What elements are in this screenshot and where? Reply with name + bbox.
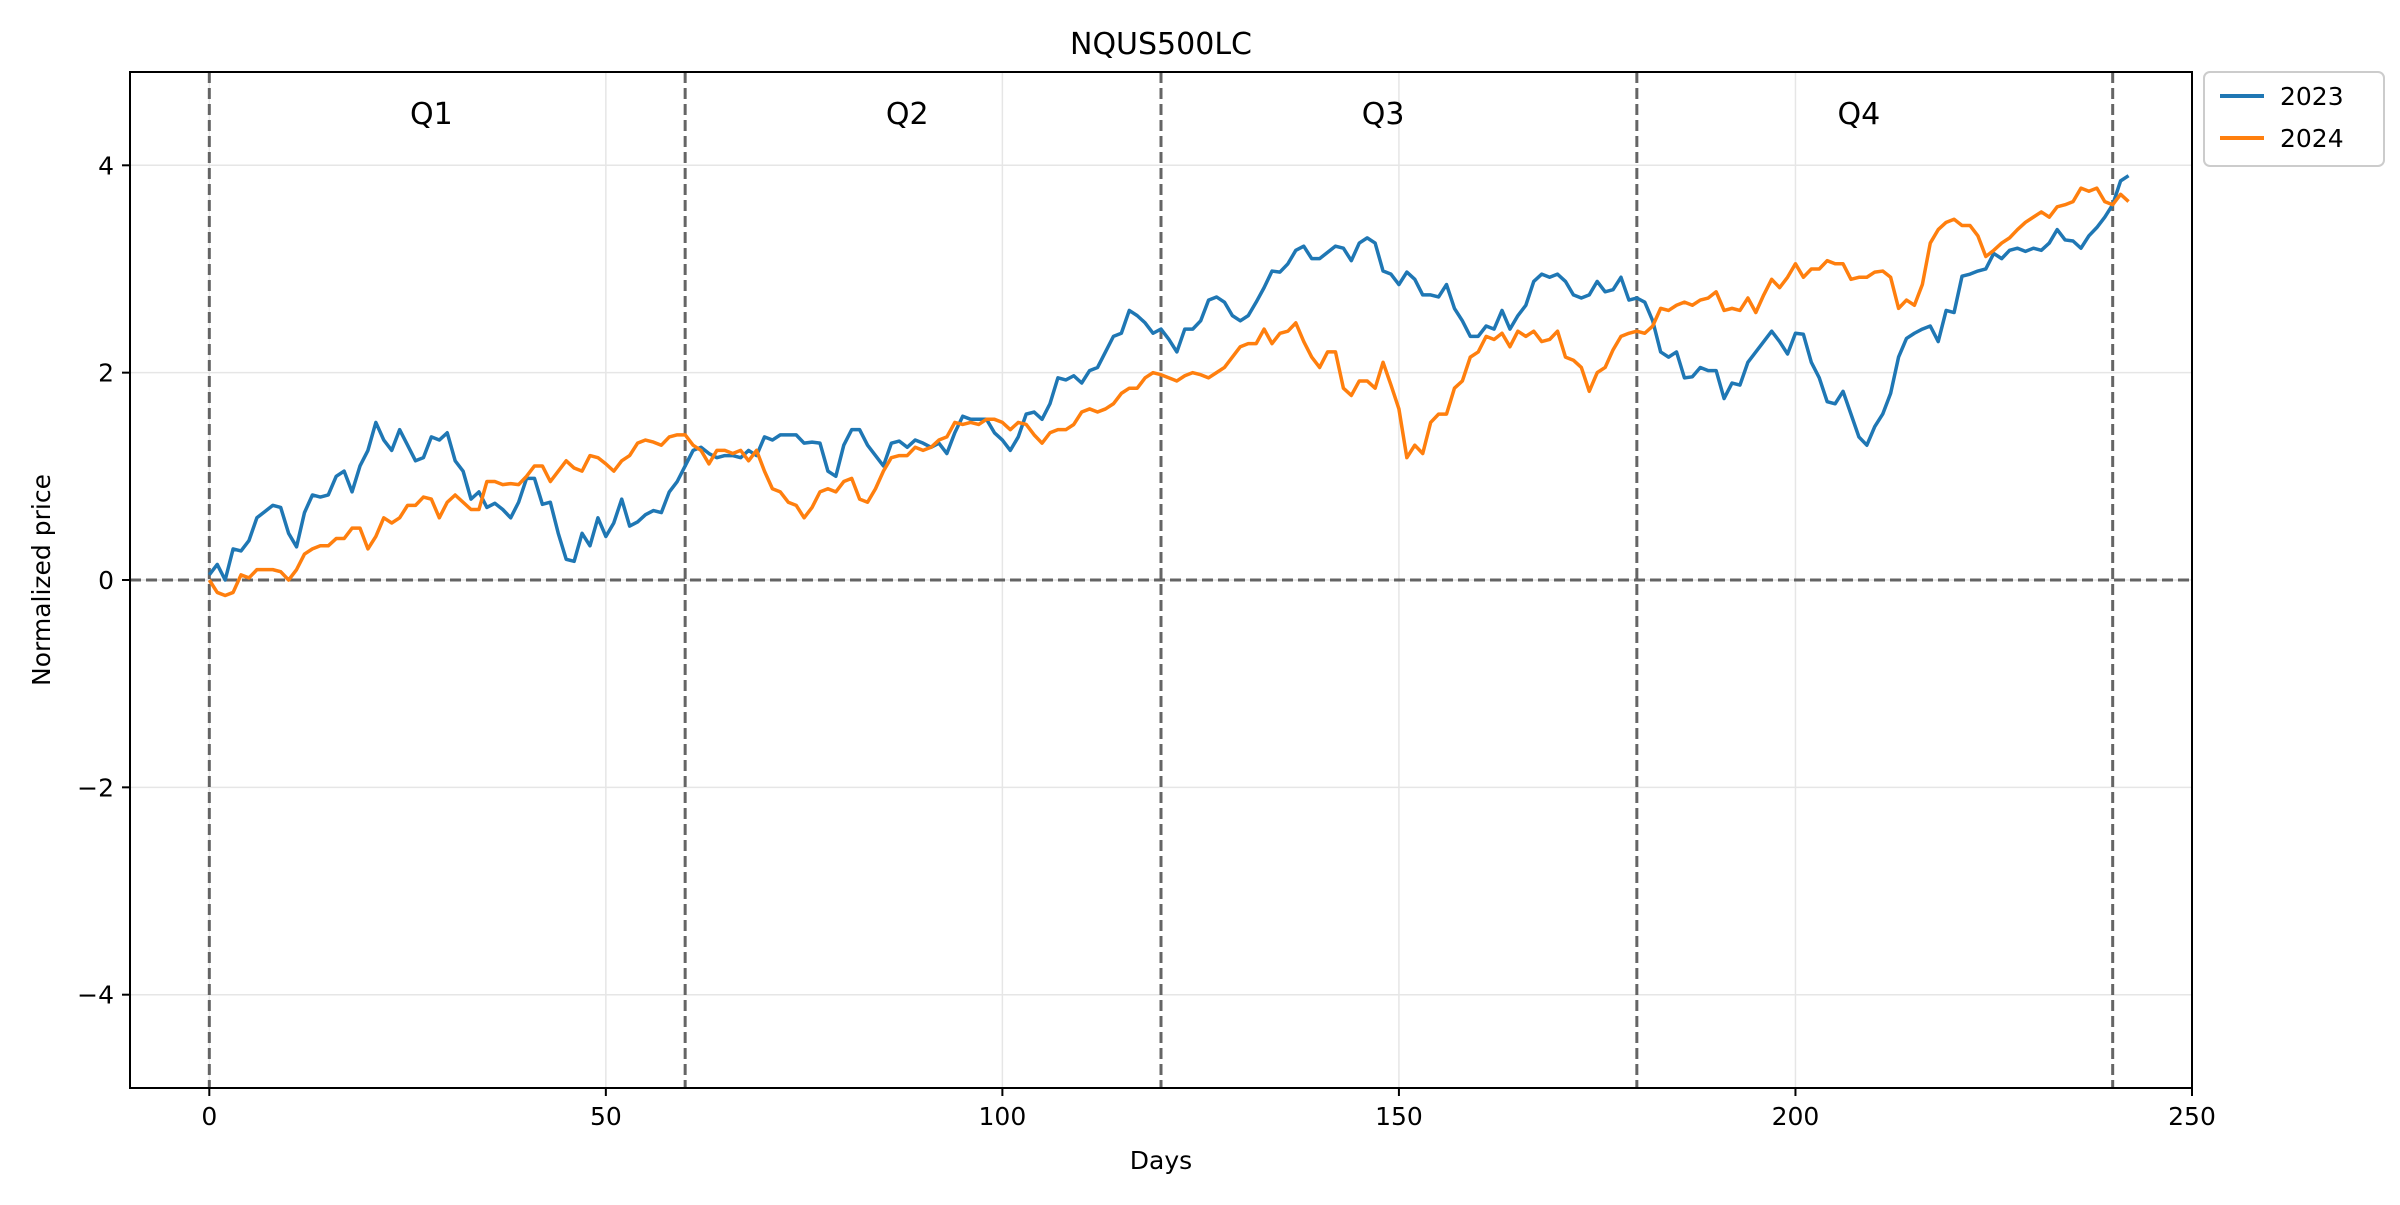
y-tick-label: −4 (77, 981, 114, 1010)
chart-title: NQUS500LC (1070, 27, 1252, 62)
y-tick-label: 2 (98, 359, 114, 388)
x-tick-label: 50 (590, 1102, 622, 1131)
x-axis-label: Days (1130, 1146, 1192, 1175)
legend-label-2024: 2024 (2280, 124, 2344, 153)
y-tick-label: −2 (77, 773, 114, 802)
series-line-2024 (207, 186, 2130, 598)
x-tick-label: 200 (1772, 1102, 1820, 1131)
reference-lines (130, 72, 2192, 1088)
y-axis-label: Normalized price (27, 474, 56, 686)
series-line-2023 (207, 174, 2130, 582)
quarter-labels: Q1 Q2 Q3 Q4 (410, 97, 1880, 132)
y-tick-label: 0 (98, 566, 114, 595)
y-tick-label: 4 (98, 151, 114, 180)
series-lines (207, 174, 2130, 598)
x-tick-label: 150 (1375, 1102, 1423, 1131)
quarter-label-q1: Q1 (410, 97, 453, 132)
quarter-label-q4: Q4 (1838, 97, 1881, 132)
legend: 2023 2024 (2203, 71, 2385, 167)
quarter-label-q3: Q3 (1362, 97, 1405, 132)
x-axis-ticks: 0 50 100 150 200 250 (201, 1088, 2216, 1131)
legend-label-2023: 2023 (2280, 82, 2344, 111)
y-axis-ticks: −4 −2 0 2 4 (77, 151, 130, 1010)
x-tick-label: 250 (2168, 1102, 2216, 1131)
x-tick-label: 0 (201, 1102, 217, 1131)
quarter-label-q2: Q2 (886, 97, 929, 132)
x-tick-label: 100 (979, 1102, 1027, 1131)
